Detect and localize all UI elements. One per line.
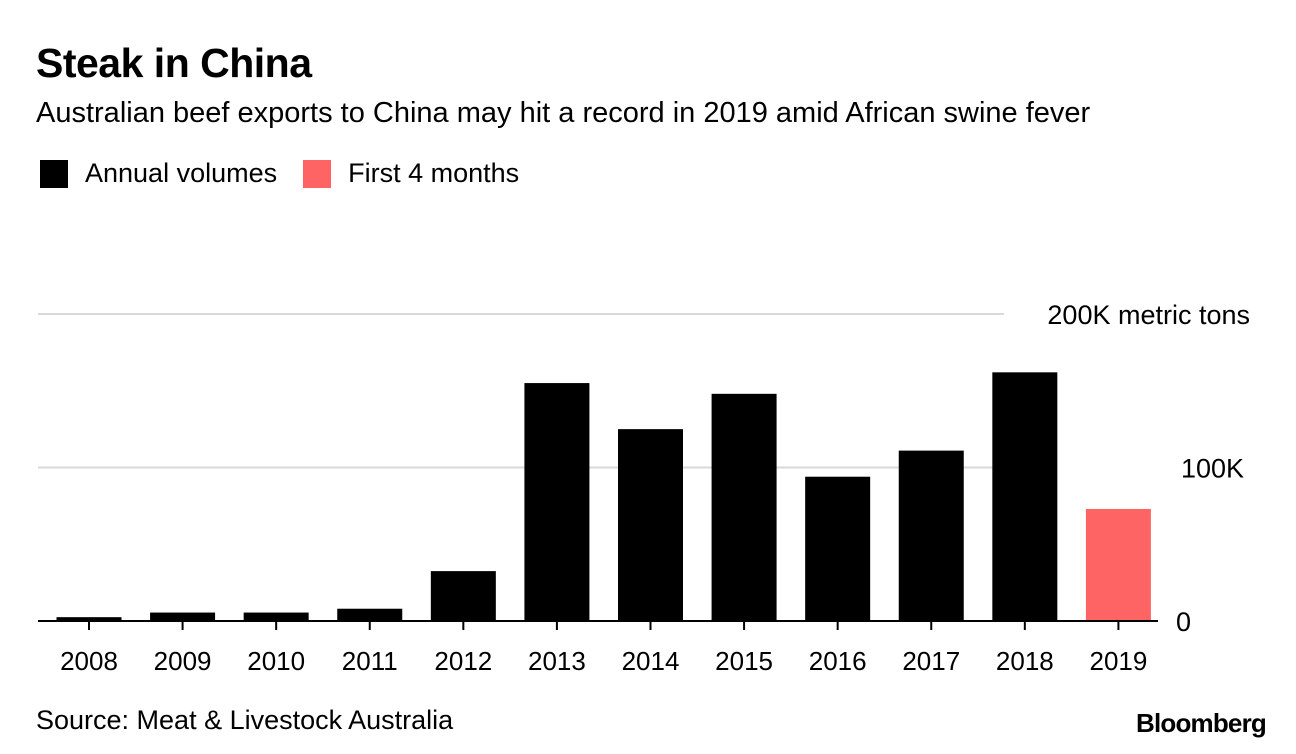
x-tick-label-2014: 2014 xyxy=(622,646,680,676)
bar-2016 xyxy=(805,476,871,621)
bar-2017 xyxy=(898,450,964,621)
x-tick-label-2012: 2012 xyxy=(434,646,492,676)
bar-2009 xyxy=(150,612,216,621)
bar-2019 xyxy=(1085,508,1151,621)
y-tick-label-0: 0 xyxy=(1176,607,1191,637)
bar-2008 xyxy=(56,617,122,621)
x-tick-label-2011: 2011 xyxy=(342,646,398,676)
legend-item-annual: Annual volumes xyxy=(40,158,277,189)
x-tick-label-2018: 2018 xyxy=(996,646,1054,676)
chart-title: Steak in China xyxy=(36,40,312,86)
x-tick-label-2008: 2008 xyxy=(60,646,118,676)
x-tick-label-2009: 2009 xyxy=(154,646,212,676)
bloomberg-logo: Bloomberg xyxy=(1135,708,1267,738)
legend: Annual volumes First 4 months xyxy=(40,158,545,189)
bar-2010 xyxy=(243,612,309,621)
bar-2011 xyxy=(337,608,403,621)
x-tick-label-2013: 2013 xyxy=(528,646,586,676)
bar-2013 xyxy=(524,383,590,621)
x-tick-label-2019: 2019 xyxy=(1089,646,1147,676)
bar-2014 xyxy=(618,429,683,621)
bar-2015 xyxy=(711,393,777,621)
bar-2012 xyxy=(430,571,496,621)
x-tick-label-2016: 2016 xyxy=(809,646,867,676)
source-note: Source: Meat & Livestock Australia xyxy=(36,705,454,735)
y-tick-label-2: 200K metric tons xyxy=(1047,300,1250,330)
legend-label-annual: Annual volumes xyxy=(85,158,278,188)
x-tick-label-2015: 2015 xyxy=(715,646,773,676)
bar-2018 xyxy=(992,372,1058,621)
legend-label-first-4-months: First 4 months xyxy=(348,158,520,188)
x-tick-label-2017: 2017 xyxy=(902,646,960,676)
legend-swatch-first-4-months xyxy=(303,159,332,188)
chart-subtitle: Australian beef exports to China may hit… xyxy=(36,97,1091,129)
x-tick-label-2010: 2010 xyxy=(247,646,305,676)
legend-swatch-annual xyxy=(40,159,68,188)
legend-item-first-4-months: First 4 months xyxy=(303,158,519,189)
y-tick-label-1: 100K xyxy=(1181,454,1244,484)
